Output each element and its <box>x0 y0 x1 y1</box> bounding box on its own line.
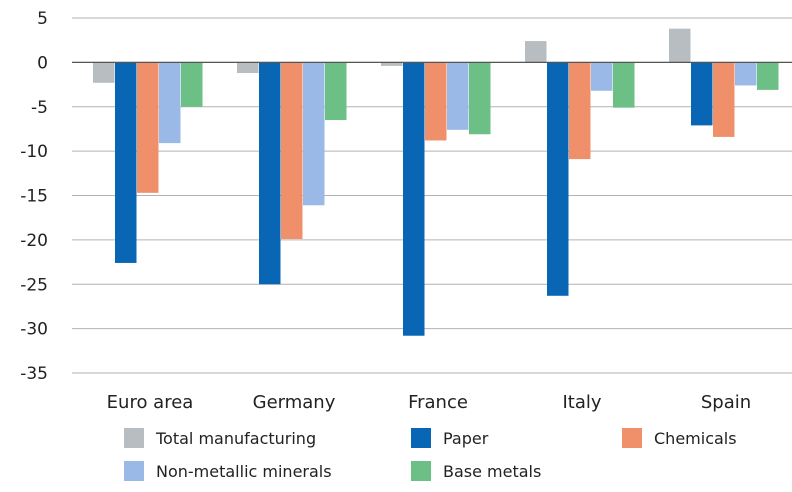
bars <box>93 28 779 336</box>
bar-total-manufacturing-france <box>381 62 403 66</box>
bar-non-metallic-minerals-germany <box>303 62 325 206</box>
bar-non-metallic-minerals-italy <box>591 62 613 91</box>
x-category-label: Euro area <box>107 392 194 413</box>
bar-base-metals-euro-area <box>181 62 203 107</box>
y-tick-label: -20 <box>20 231 48 251</box>
bar-base-metals-italy <box>613 62 635 108</box>
bar-total-manufacturing-italy <box>525 41 547 63</box>
bar-total-manufacturing-spain <box>669 28 691 63</box>
y-tick-label: 5 <box>37 9 48 29</box>
y-tick-label: -35 <box>20 364 48 384</box>
y-tick-label: -25 <box>20 275 48 295</box>
bar-base-metals-france <box>469 62 491 135</box>
bar-paper-spain <box>691 62 713 126</box>
y-tick-label: -30 <box>20 320 48 340</box>
bar-total-manufacturing-euro-area <box>93 62 115 83</box>
bar-non-metallic-minerals-euro-area <box>159 62 181 144</box>
bar-paper-france <box>403 62 425 336</box>
bar-non-metallic-minerals-spain <box>735 62 757 86</box>
x-category-label: Italy <box>562 392 601 413</box>
bar-chemicals-france <box>425 62 447 141</box>
bar-chemicals-spain <box>713 62 735 137</box>
bar-chemicals-euro-area <box>137 62 159 193</box>
bar-chemicals-germany <box>281 62 303 239</box>
bar-paper-euro-area <box>115 62 137 263</box>
x-category-label: Spain <box>701 392 751 413</box>
y-tick-label: -5 <box>31 98 48 118</box>
bar-chemicals-italy <box>569 62 591 160</box>
bar-paper-germany <box>259 62 281 285</box>
bar-base-metals-germany <box>325 62 347 121</box>
x-category-label: France <box>408 392 468 413</box>
y-tick-label: 0 <box>37 53 48 73</box>
y-tick-label: -10 <box>20 142 48 162</box>
y-tick-label: -15 <box>20 187 48 207</box>
bar-base-metals-spain <box>757 62 779 90</box>
bar-paper-italy <box>547 62 569 296</box>
x-axis-categories: Euro area Germany France Italy Spain <box>107 392 751 413</box>
bar-total-manufacturing-germany <box>237 62 259 74</box>
y-axis-ticks: 5 0 -5 -10 -15 -20 -25 -30 -35 <box>20 9 48 384</box>
x-category-label: Germany <box>253 392 336 413</box>
bar-non-metallic-minerals-france <box>447 62 469 130</box>
